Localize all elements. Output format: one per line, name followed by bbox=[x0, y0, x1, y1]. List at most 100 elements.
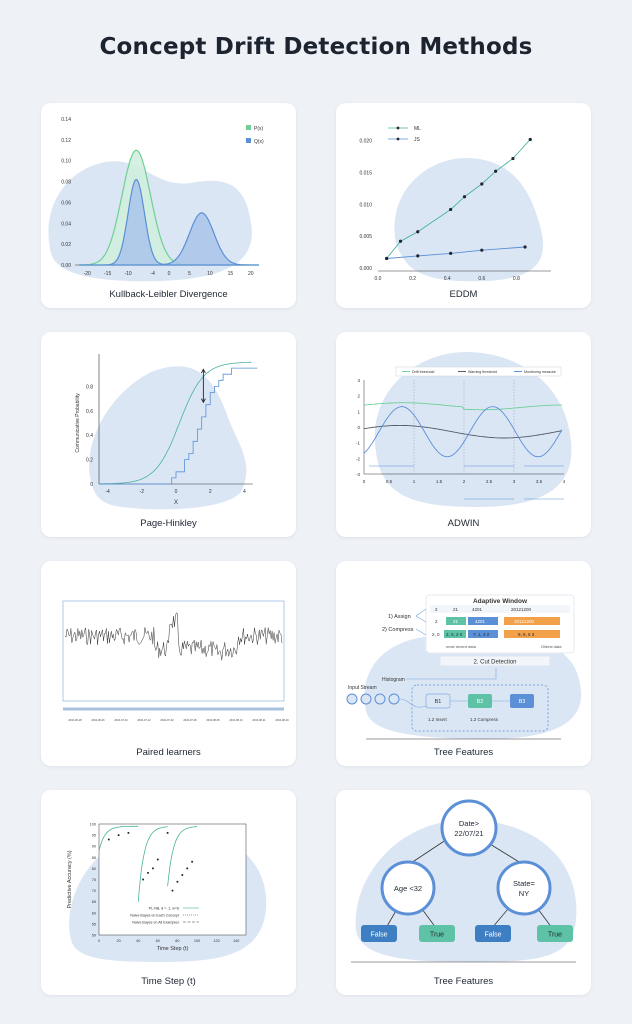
legend-label: Monitoring measure bbox=[524, 370, 556, 374]
row-bg bbox=[430, 605, 570, 613]
y-tick-label: 0.000 bbox=[359, 266, 372, 272]
cell: 4201 bbox=[472, 607, 483, 612]
cell: 2, 0, 2 0 bbox=[446, 632, 463, 637]
y-axis-label: Communicative Probability bbox=[75, 393, 81, 453]
bucket-b2 bbox=[468, 694, 492, 708]
monitoring-measure-line bbox=[363, 406, 563, 458]
x-tick-label: 120 bbox=[213, 939, 219, 943]
x-tick-label: 0.8 bbox=[513, 276, 520, 282]
x-tick-label: 20 bbox=[116, 939, 120, 943]
data-point bbox=[494, 169, 498, 173]
y-tick-label: 0.10 bbox=[61, 159, 71, 165]
eddm-chart: 0.000 0.005 0.010 0.015 0.020 0.0 0.2 0.4 0.6 0.8… bbox=[359, 126, 551, 282]
y-tick-label: 55 bbox=[92, 922, 96, 926]
data-point bbox=[156, 858, 159, 861]
card-kl-divergence: 0.00 0.02 0.04 0.06 0.08 0.10 0.12 0.14 -20 -15 -1… bbox=[41, 103, 296, 308]
x-tick-label: 0 bbox=[168, 271, 171, 277]
window-row-1: 2 21 4201 20121200 bbox=[430, 605, 570, 613]
y-tick-label: 0.06 bbox=[61, 200, 71, 206]
y-tick-label: 0.12 bbox=[61, 138, 71, 144]
data-point bbox=[528, 137, 532, 142]
cut-detection-box bbox=[439, 655, 551, 667]
x-tick-label: -2 bbox=[140, 489, 145, 495]
x-tick-label: 20 bbox=[248, 271, 254, 277]
data-point bbox=[142, 878, 145, 881]
x-tick-label: 3 bbox=[513, 479, 516, 484]
window-row-2: 2 21 4201 20121200 bbox=[435, 617, 560, 625]
right-label-line2: NY bbox=[519, 889, 529, 898]
y-tick-label: 80 bbox=[92, 867, 96, 871]
cell: 2 bbox=[435, 607, 438, 612]
signal-line bbox=[64, 612, 283, 661]
plot-frame bbox=[62, 600, 285, 702]
x-tick-label: 1.5 bbox=[436, 479, 443, 484]
y-tick-label: 3 bbox=[357, 378, 360, 383]
card-caption: Tree Features bbox=[433, 976, 494, 987]
legend-label: P(x) bbox=[254, 126, 264, 132]
y-tick-label: 0.015 bbox=[359, 171, 372, 177]
cell: 9, 8, 6 3 bbox=[518, 632, 535, 637]
card-tree-features-decision: Date> 22/07/21 Age <32 State= NY False T… bbox=[336, 790, 591, 995]
y-tick-label: 65 bbox=[92, 900, 96, 904]
card-caption: ADWIN bbox=[447, 518, 480, 529]
window-row-3: 2, 0 2, 0, 2 0 7, 1, 4 2 9, 8, 6 3 bbox=[432, 630, 560, 638]
legend-label: JS bbox=[414, 137, 421, 143]
assign-arrows bbox=[415, 608, 427, 636]
page-title: Concept Drift Detection Methods bbox=[99, 34, 533, 60]
x-tick-label: 80 bbox=[175, 939, 179, 943]
legend-label: ML bbox=[414, 126, 421, 132]
data-point bbox=[107, 838, 110, 841]
x-tick-label: 5 bbox=[188, 271, 191, 277]
bucket-label: B2 bbox=[477, 699, 484, 705]
y-tick-label: 0 bbox=[357, 425, 360, 430]
y-tick-label: 0.04 bbox=[61, 221, 71, 227]
oldest-label: Oldest data bbox=[541, 644, 562, 649]
y-tick-label: 95 bbox=[92, 834, 96, 838]
legend-label: PL-NB, θ = .1, w=6 bbox=[149, 907, 179, 911]
leaf-false bbox=[475, 925, 511, 942]
x-tick-label: 2 bbox=[209, 489, 212, 495]
data-point bbox=[186, 867, 189, 870]
x-tick-label: 0.4 bbox=[444, 276, 451, 282]
data-point bbox=[176, 880, 179, 883]
data-point bbox=[147, 871, 149, 874]
data-point bbox=[191, 860, 194, 863]
x-tick-label: 140 bbox=[233, 939, 239, 943]
bucket-arrows bbox=[399, 698, 510, 708]
x-tick-label: 2016-08-13 bbox=[229, 718, 243, 722]
warning-threshold-line bbox=[363, 424, 563, 439]
x-tick-label: 3.5 bbox=[536, 479, 543, 484]
x-tick-label: 2 bbox=[463, 479, 466, 484]
left-node-label: Age <32 bbox=[394, 884, 422, 893]
root-label-line2: 22/07/21 bbox=[454, 829, 483, 838]
tree2-blob bbox=[355, 820, 577, 962]
y-tick-label: 100 bbox=[90, 823, 96, 827]
x-tick-label: 0.2 bbox=[409, 276, 416, 282]
x-tick-label: 1 bbox=[413, 479, 416, 484]
legend-marker bbox=[396, 126, 400, 130]
card-time-step: 50 55 60 65 70 75 80 85 90 95 100 0 20 40 60 80 100 120 14… bbox=[41, 790, 296, 995]
x-tick-label: 10 bbox=[207, 271, 213, 277]
y-tick-label: 50 bbox=[92, 934, 96, 938]
x-tick-label: -10 bbox=[124, 271, 131, 277]
x-tick-label: 2016-07-28 bbox=[183, 718, 197, 722]
legend-label: Naive Bayes on Each Concept bbox=[130, 914, 179, 918]
x-tick-label: 40 bbox=[136, 939, 140, 943]
x-tick-label: 4 bbox=[243, 489, 246, 495]
ph-blob bbox=[89, 366, 247, 510]
y-tick-label: 0.010 bbox=[359, 202, 372, 208]
x-tick-label: -20 bbox=[84, 271, 91, 277]
x-tick-label: 2016-07-12 bbox=[137, 718, 151, 722]
assign-label: 1) Assign bbox=[388, 614, 411, 620]
root-label-line1: Date> bbox=[459, 819, 480, 828]
cell: 2, 0 bbox=[432, 632, 440, 637]
data-point bbox=[171, 889, 174, 892]
cell: 7, 1, 4 2 bbox=[473, 632, 490, 637]
cell-bg-green bbox=[444, 630, 466, 638]
leaf-true bbox=[419, 925, 455, 942]
plot-frame bbox=[98, 823, 247, 936]
histogram-arrow bbox=[406, 668, 497, 680]
recent-label: most recent data bbox=[446, 644, 477, 649]
y-tick-label: 0.14 bbox=[61, 117, 71, 123]
x-tick-label: -15 bbox=[104, 271, 111, 277]
